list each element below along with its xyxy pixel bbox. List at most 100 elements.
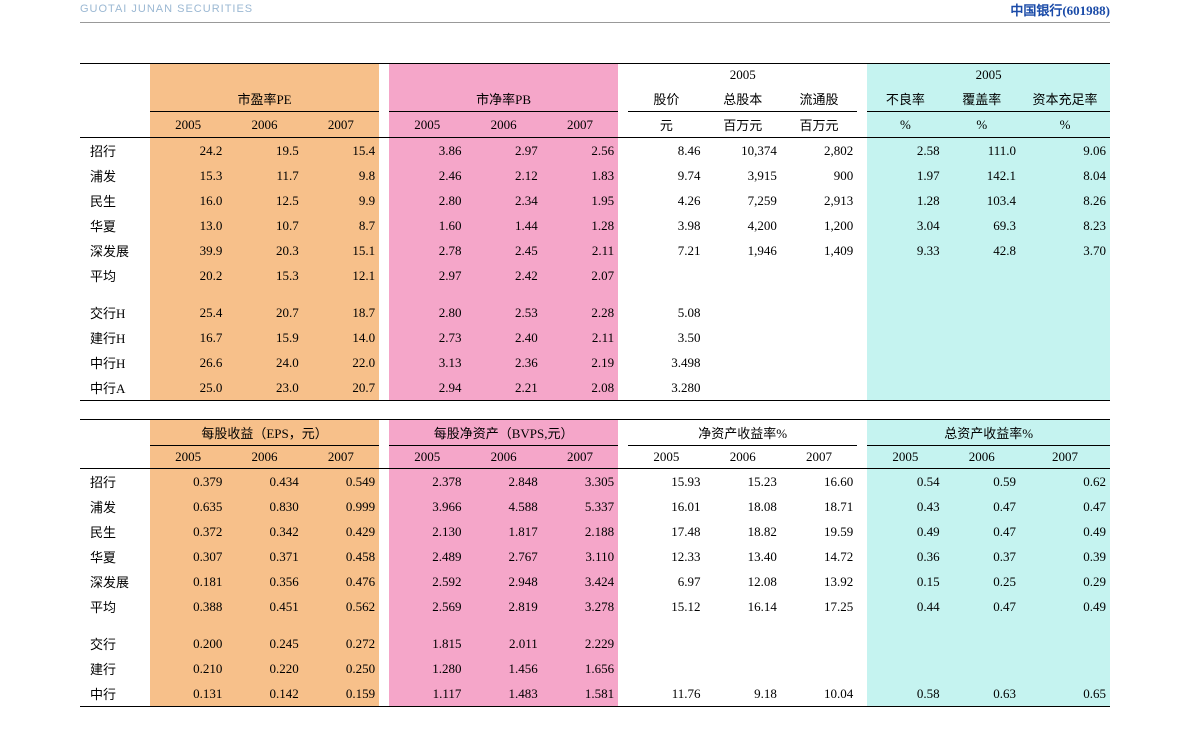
cell: 16.01	[628, 494, 704, 519]
cell: 19.5	[226, 138, 302, 164]
cell: 18.7	[303, 300, 379, 325]
cell	[705, 350, 781, 375]
cell: 103.4	[944, 188, 1020, 213]
cell: 1.656	[542, 656, 618, 681]
u-float: 百万元	[781, 112, 857, 138]
cell: 5.08	[628, 300, 704, 325]
cell: 2.592	[389, 569, 465, 594]
cell: 0.25	[944, 569, 1020, 594]
cell: 2.56	[542, 138, 618, 164]
cell: 1.95	[542, 188, 618, 213]
cell: 2.78	[389, 238, 465, 263]
cell: 1.117	[389, 681, 465, 707]
table-row: 中行H26.624.022.03.132.362.193.498	[80, 350, 1110, 375]
cell: 0.131	[150, 681, 226, 707]
cell	[781, 656, 857, 681]
cell	[1020, 350, 1110, 375]
cell	[867, 375, 943, 401]
roe-title: 净资产收益率%	[628, 420, 857, 446]
cell: 11.76	[628, 681, 704, 707]
cell: 15.93	[628, 469, 704, 495]
cell: 16.7	[150, 325, 226, 350]
cell: 1.817	[465, 519, 541, 544]
cell: 0.999	[303, 494, 379, 519]
cell: 1,409	[781, 238, 857, 263]
cell: 0.36	[867, 544, 943, 569]
roa-y3: 2007	[1020, 446, 1110, 469]
row-label: 民生	[80, 188, 150, 213]
cell	[628, 656, 704, 681]
cell: 3.98	[628, 213, 704, 238]
cell: 18.08	[705, 494, 781, 519]
cell	[781, 325, 857, 350]
cell	[705, 300, 781, 325]
cell: 1.280	[389, 656, 465, 681]
cell	[628, 263, 704, 288]
cell: 3.498	[628, 350, 704, 375]
table-row: 深发展0.1810.3560.4762.5922.9483.4246.9712.…	[80, 569, 1110, 594]
cell: 0.181	[150, 569, 226, 594]
cell: 1.97	[867, 163, 943, 188]
cell: 3.110	[542, 544, 618, 569]
cell: 9.9	[303, 188, 379, 213]
cell: 2.73	[389, 325, 465, 350]
cell: 0.37	[944, 544, 1020, 569]
sec3-year: 2005	[628, 64, 857, 87]
row-label: 招行	[80, 469, 150, 495]
cell: 10,374	[705, 138, 781, 164]
cell: 900	[781, 163, 857, 188]
pb-y3: 2007	[542, 112, 618, 138]
eps-title: 每股收益（EPS，元）	[150, 420, 379, 446]
cell: 7.21	[628, 238, 704, 263]
cell: 16.60	[781, 469, 857, 495]
cell: 2.130	[389, 519, 465, 544]
table-row: 平均0.3880.4510.5622.5692.8193.27815.1216.…	[80, 594, 1110, 619]
cell: 2.97	[389, 263, 465, 288]
cell	[944, 300, 1020, 325]
cell: 0.476	[303, 569, 379, 594]
cell: 0.47	[1020, 494, 1110, 519]
cell	[944, 350, 1020, 375]
cell	[1020, 656, 1110, 681]
row-label: 交行H	[80, 300, 150, 325]
cell: 1.44	[465, 213, 541, 238]
table-row: 交行H25.420.718.72.802.532.285.08	[80, 300, 1110, 325]
cell: 2.188	[542, 519, 618, 544]
cell: 142.1	[944, 163, 1020, 188]
cell: 3.305	[542, 469, 618, 495]
cell: 2.819	[465, 594, 541, 619]
table-row: 平均20.215.312.12.972.422.07	[80, 263, 1110, 288]
table-row: 交行0.2000.2450.2721.8152.0112.229	[80, 631, 1110, 656]
cell: 9.8	[303, 163, 379, 188]
h-shares: 总股本	[705, 86, 781, 112]
cell: 15.1	[303, 238, 379, 263]
cell: 2.07	[542, 263, 618, 288]
cell: 9.33	[867, 238, 943, 263]
cell	[944, 656, 1020, 681]
cell: 0.220	[226, 656, 302, 681]
cell: 2.489	[389, 544, 465, 569]
cell: 2.34	[465, 188, 541, 213]
cell: 1.60	[389, 213, 465, 238]
cell: 25.4	[150, 300, 226, 325]
cell	[944, 375, 1020, 401]
cell	[781, 300, 857, 325]
cell: 111.0	[944, 138, 1020, 164]
cell: 10.04	[781, 681, 857, 707]
cell: 42.8	[944, 238, 1020, 263]
cell: 6.97	[628, 569, 704, 594]
cell: 0.245	[226, 631, 302, 656]
row-label: 深发展	[80, 238, 150, 263]
cell: 0.250	[303, 656, 379, 681]
cell: 0.15	[867, 569, 943, 594]
bvps-y1: 2005	[389, 446, 465, 469]
cell: 14.0	[303, 325, 379, 350]
cell: 2.36	[465, 350, 541, 375]
cell: 8.04	[1020, 163, 1110, 188]
table-row: 中行A25.023.020.72.942.212.083.280	[80, 375, 1110, 401]
cell: 0.371	[226, 544, 302, 569]
h-float: 流通股	[781, 86, 857, 112]
cell	[781, 263, 857, 288]
roa-title: 总资产收益率%	[867, 420, 1110, 446]
cell: 20.3	[226, 238, 302, 263]
